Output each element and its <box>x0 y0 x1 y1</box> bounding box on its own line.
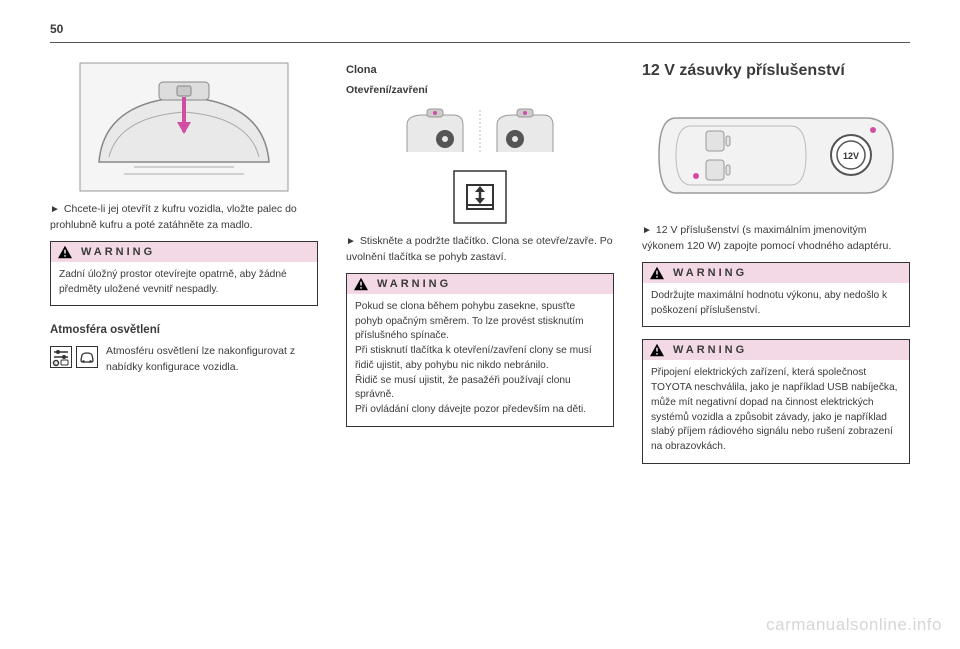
warning-triangle-icon <box>649 343 665 357</box>
open-close-heading: Otevření/zavření <box>346 84 614 96</box>
socket-label-svg: 12V <box>843 151 859 161</box>
page-content: ►Chcete-li jej otevřít z kufru vozidla, … <box>0 0 960 496</box>
warning-box-3: WARNING Dodržujte maximální hodnotu výko… <box>642 262 910 328</box>
warning-header: WARNING <box>643 340 909 360</box>
socket-text: 12 V příslušenství (s maximálním jmenovi… <box>642 224 891 252</box>
ambient-light-text: Atmosféru osvětlení lze nakonfigurovat z… <box>106 344 318 374</box>
warning-header: WARNING <box>51 242 317 262</box>
warning-title: WARNING <box>81 246 155 258</box>
trunk-instruction: ►Chcete-li jej otevřít z kufru vozidla, … <box>50 202 318 233</box>
svg-text:i: i <box>56 361 57 366</box>
warning-title: WARNING <box>377 278 451 290</box>
warning-triangle-icon <box>649 266 665 280</box>
warning-title: WARNING <box>673 267 747 279</box>
column-2: Clona Otevření/zavření <box>346 22 614 476</box>
page-number: 50 <box>50 22 63 36</box>
socket-instruction: ►12 V příslušenství (s maximálním jmenov… <box>642 223 910 254</box>
sunroof-figure <box>346 102 614 224</box>
sunroof-instruction: ►Stiskněte a podržte tlačítko. Clona se … <box>346 234 614 265</box>
warning-box-2: WARNING Pokud se clona během pohybu zase… <box>346 273 614 427</box>
warning-body: Dodržujte maximální hodnotu výkonu, aby … <box>643 283 909 327</box>
sunroof-button-icon <box>453 170 507 224</box>
settings-slider-icon: i <box>50 346 72 368</box>
clona-heading: Clona <box>346 64 614 76</box>
warning-body: Připojení elektrických zařízení, která s… <box>643 360 909 463</box>
warning-triangle-icon <box>353 277 369 291</box>
warning-header: WARNING <box>347 274 613 294</box>
press-text: Stiskněte a podržte tlačítko. Clona se o… <box>346 235 613 263</box>
warning-body: Pokud se clona během pohybu zasekne, spu… <box>347 294 613 426</box>
ambient-light-row: i Atmosféru osvětlení lze nakonfigurovat… <box>50 344 318 374</box>
warning-box-4: WARNING Připojení elektrických zařízení,… <box>642 339 910 464</box>
trunk-figure <box>50 62 318 192</box>
bullet-arrow-icon: ► <box>642 225 652 236</box>
config-icons: i <box>50 344 98 368</box>
bullet-arrow-icon: ► <box>346 236 356 247</box>
ambient-light-heading: Atmosféra osvětlení <box>50 324 318 336</box>
trunk-text: Chcete-li jej otevřít z kufru vozidla, v… <box>50 203 297 231</box>
car-socket-figure: 12V <box>642 98 910 213</box>
watermark: carmanualsonline.info <box>766 615 942 635</box>
bullet-arrow-icon: ► <box>50 204 60 215</box>
header-rule <box>50 42 910 43</box>
column-3: 12 V zásuvky příslušenství <box>642 22 910 476</box>
warning-title: WARNING <box>673 344 747 356</box>
warning-triangle-icon <box>57 245 73 259</box>
car-icon <box>76 346 98 368</box>
socket-title: 12 V zásuvky příslušenství <box>642 62 910 80</box>
warning-body: Zadní úložný prostor otevírejte opatrně,… <box>51 262 317 306</box>
column-1: ►Chcete-li jej otevřít z kufru vozidla, … <box>50 22 318 476</box>
warning-box-1: WARNING Zadní úložný prostor otevírejte … <box>50 241 318 307</box>
warning-header: WARNING <box>643 263 909 283</box>
